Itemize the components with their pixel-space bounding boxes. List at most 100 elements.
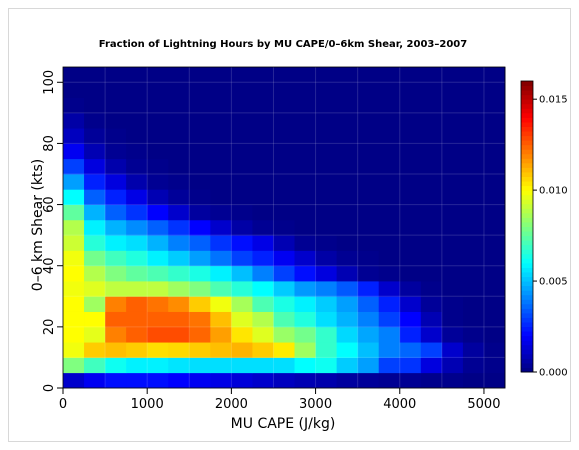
heatmap-cell: [252, 235, 274, 251]
heatmap-cell: [378, 342, 401, 358]
heatmap-cell: [273, 250, 295, 267]
heatmap-cell: [420, 82, 443, 98]
colorbar-segment: [521, 231, 533, 237]
heatmap-cell: [357, 204, 380, 221]
heatmap-cell: [231, 128, 253, 144]
heatmap-cell: [357, 250, 380, 267]
heatmap-cell: [126, 128, 148, 144]
heatmap-cell: [336, 219, 359, 236]
heatmap-cell: [441, 128, 464, 144]
heatmap-cell: [420, 112, 443, 129]
heatmap-cell: [294, 326, 316, 343]
heatmap-cell: [210, 342, 232, 358]
heatmap-cell: [420, 326, 443, 343]
heatmap-cell: [84, 296, 106, 312]
heatmap-cell: [126, 311, 148, 328]
heatmap-cell: [84, 97, 106, 114]
colorbar-segment: [521, 235, 533, 241]
heatmap-cell: [210, 97, 232, 114]
heatmap-cell: [420, 250, 443, 267]
heatmap-cell: [105, 326, 127, 343]
heatmap-cell: [105, 311, 127, 328]
heatmap-cell: [273, 265, 295, 282]
heatmap-cell: [147, 189, 169, 205]
colorbar-segment: [521, 340, 533, 346]
heatmap-cell: [357, 219, 380, 236]
heatmap-cell: [483, 82, 506, 98]
heatmap-cell: [252, 219, 274, 236]
colorbar-segment: [521, 85, 533, 91]
heatmap-cell: [378, 281, 401, 297]
heatmap-cell: [462, 97, 485, 114]
heatmap-cell: [399, 326, 422, 343]
heatmap-cell: [105, 143, 127, 160]
colorbar-segment: [521, 158, 533, 164]
colorbar-segment: [521, 117, 533, 123]
colorbar-segment: [521, 217, 533, 223]
heatmap-cell: [294, 174, 316, 190]
heatmap-cell: [315, 372, 338, 389]
colorbar-segment: [521, 271, 533, 278]
heatmap-cell: [273, 357, 295, 374]
heatmap-cell: [315, 143, 338, 160]
colorbar-segment: [521, 208, 533, 214]
heatmap-cell: [357, 174, 380, 190]
heatmap-cell: [483, 97, 506, 114]
heatmap-cell: [63, 265, 85, 282]
heatmap-cell: [294, 97, 316, 114]
heatmap-cell: [147, 67, 169, 83]
colorbar: 0.000 0.005 0.010 0.015: [520, 80, 568, 379]
heatmap-cell: [168, 326, 190, 343]
heatmap-cell: [252, 250, 274, 267]
heatmap-cell: [378, 67, 401, 83]
heatmap-cell: [336, 174, 359, 190]
heatmap-cell: [399, 281, 422, 297]
heatmap-cell: [399, 82, 422, 98]
heatmap-cell: [273, 326, 295, 343]
heatmap-cell: [84, 265, 106, 282]
heatmap-cell: [357, 82, 380, 98]
colorbar-segment: [521, 285, 533, 291]
heatmap-cell: [483, 311, 506, 328]
heatmap-cell: [126, 296, 148, 312]
colorbar-segment: [521, 326, 533, 332]
heatmap-cell: [483, 235, 506, 251]
heatmap-cell: [105, 67, 127, 83]
heatmap-cell: [84, 311, 106, 328]
heatmap-cell: [441, 372, 464, 389]
heatmap-cell: [315, 67, 338, 83]
heatmap-cell: [357, 326, 380, 343]
heatmap-cell: [84, 204, 106, 221]
heatmap-cell: [462, 174, 485, 190]
heatmap-cell: [441, 143, 464, 160]
heatmap-cell: [420, 357, 443, 374]
heatmap-cell: [189, 82, 211, 98]
heatmap-cell: [189, 281, 211, 297]
heatmap-cell: [63, 235, 85, 251]
colorbar-segment: [521, 149, 533, 155]
heatmap-cell: [63, 67, 85, 83]
colorbar-segment: [521, 331, 533, 337]
heatmap-cell: [315, 97, 338, 114]
heatmap-cell: [399, 342, 422, 358]
heatmap-cell: [210, 158, 232, 175]
heatmap-cell: [189, 97, 211, 114]
y-tick-label: 100: [42, 70, 57, 95]
heatmap-cell: [231, 372, 253, 389]
heatmap-cells: [63, 67, 506, 389]
heatmap-cell: [294, 250, 316, 267]
heatmap-cell: [462, 82, 485, 98]
heatmap-cell: [483, 67, 506, 83]
heatmap-cell: [378, 219, 401, 236]
heatmap-cell: [231, 326, 253, 343]
heatmap-cell: [315, 357, 338, 374]
heatmap-cell: [294, 204, 316, 221]
colorbar-segment: [521, 349, 533, 355]
heatmap-cell: [399, 265, 422, 282]
heatmap-cell: [399, 311, 422, 328]
x-tick-label: 4000: [383, 397, 416, 412]
colorbar-segment: [521, 290, 533, 296]
colorbar-segment: [521, 162, 533, 168]
heatmap-cell: [126, 82, 148, 98]
heatmap-cell: [210, 82, 232, 98]
